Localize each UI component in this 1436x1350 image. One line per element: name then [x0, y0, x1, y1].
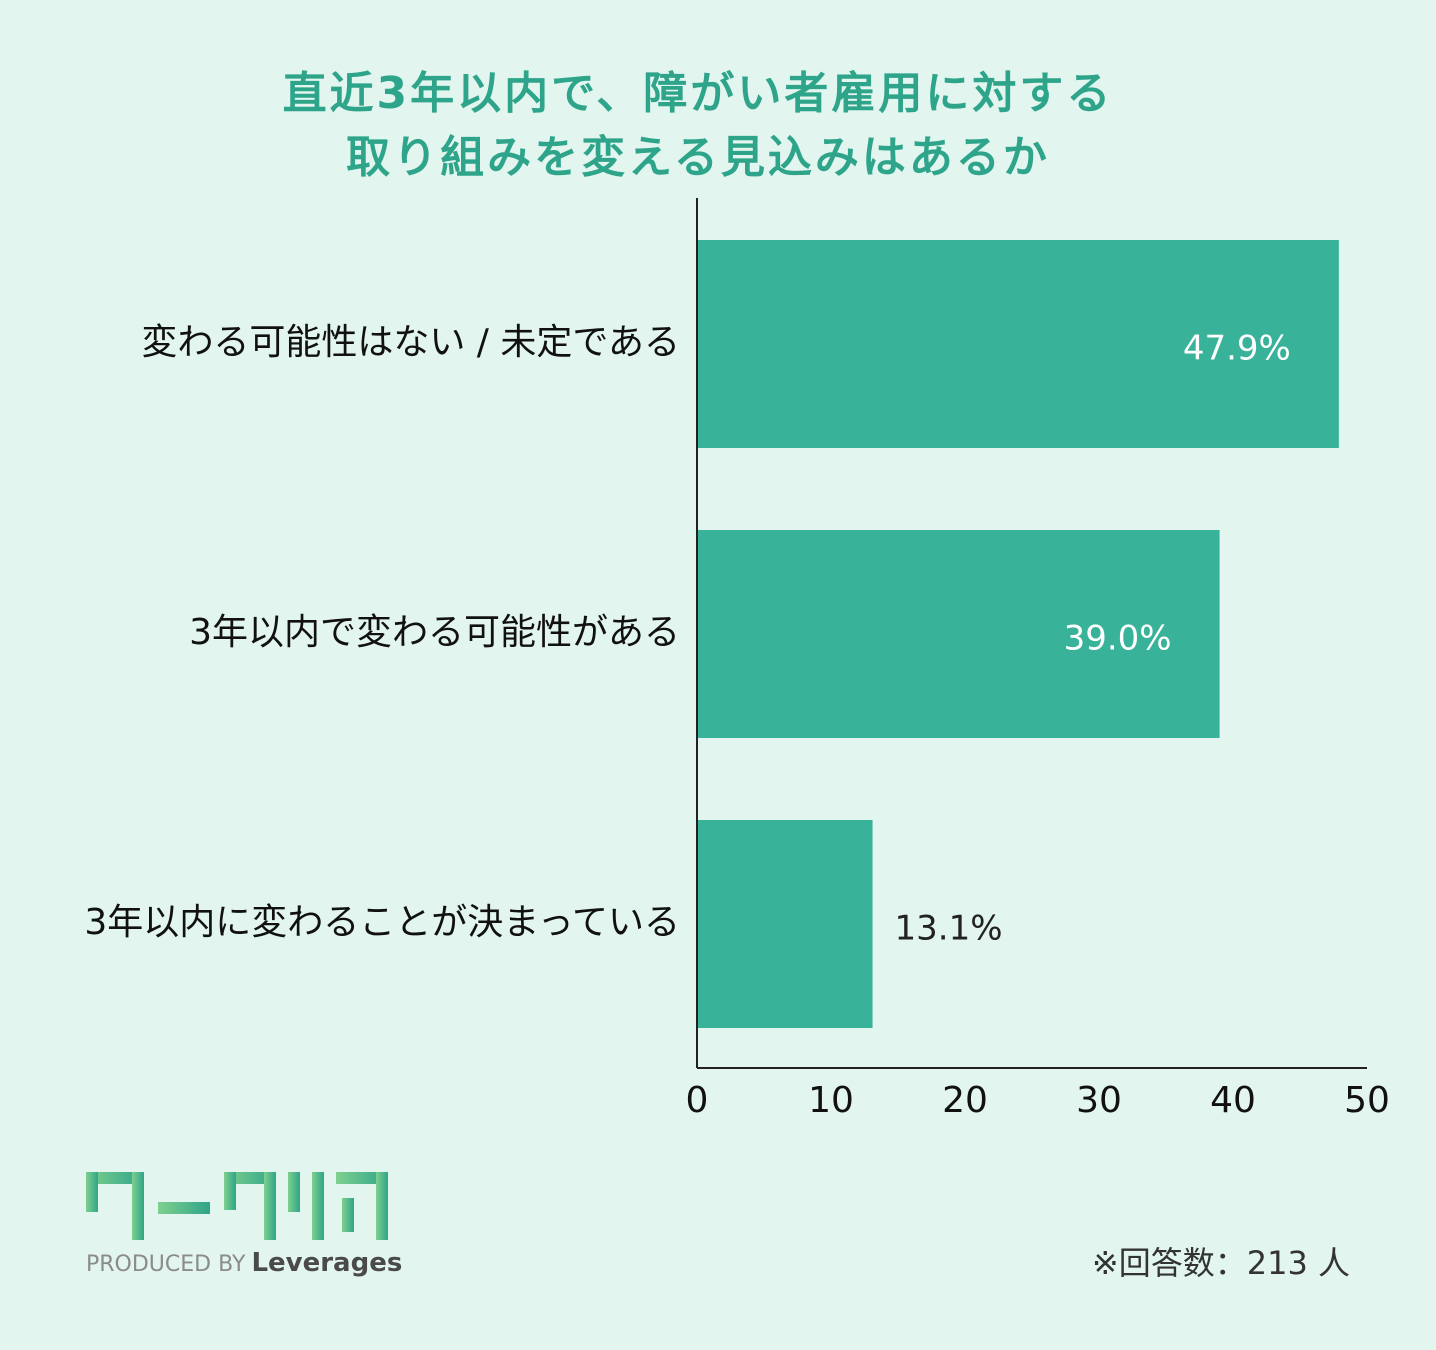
bar-2	[697, 820, 873, 1028]
chart-title-line-1: 直近3年以内で、障がい者雇用に対する	[282, 68, 1114, 119]
category-label-1: 3年以内で変わる可能性がある	[189, 612, 680, 653]
produced-by-text: PRODUCED BY Leverages	[86, 1248, 402, 1278]
value-label-1: 39.0%	[1064, 619, 1172, 659]
x-tick-label-4: 40	[1210, 1080, 1256, 1121]
bar-0	[697, 240, 1339, 448]
bar-chart: 変わる可能性はない / 未定である 47.9% 3年以内で変わる可能性がある 39.0…	[84, 198, 1390, 1121]
x-tick-label-3: 30	[1076, 1080, 1122, 1121]
value-label-0: 47.9%	[1183, 329, 1291, 369]
brand-name: Leverages	[251, 1248, 403, 1278]
value-label-2: 13.1%	[895, 909, 1003, 949]
category-label-0: 変わる可能性はない / 未定である	[141, 322, 680, 363]
x-tick-label-5: 50	[1344, 1080, 1390, 1121]
x-tick-label-2: 20	[942, 1080, 988, 1121]
produced-by-label: PRODUCED BY	[86, 1252, 246, 1277]
chart-title-line-2: 取り組みを変える見込みはあるか	[346, 132, 1050, 183]
respondent-count-note: ※回答数：213 人	[1091, 1244, 1350, 1282]
category-label-2: 3年以内に変わることが決まっている	[84, 902, 680, 943]
x-tick-label-1: 10	[808, 1080, 854, 1121]
x-tick-label-0: 0	[686, 1080, 709, 1121]
bar-1	[697, 530, 1220, 738]
work-clear-logo	[86, 1172, 388, 1240]
